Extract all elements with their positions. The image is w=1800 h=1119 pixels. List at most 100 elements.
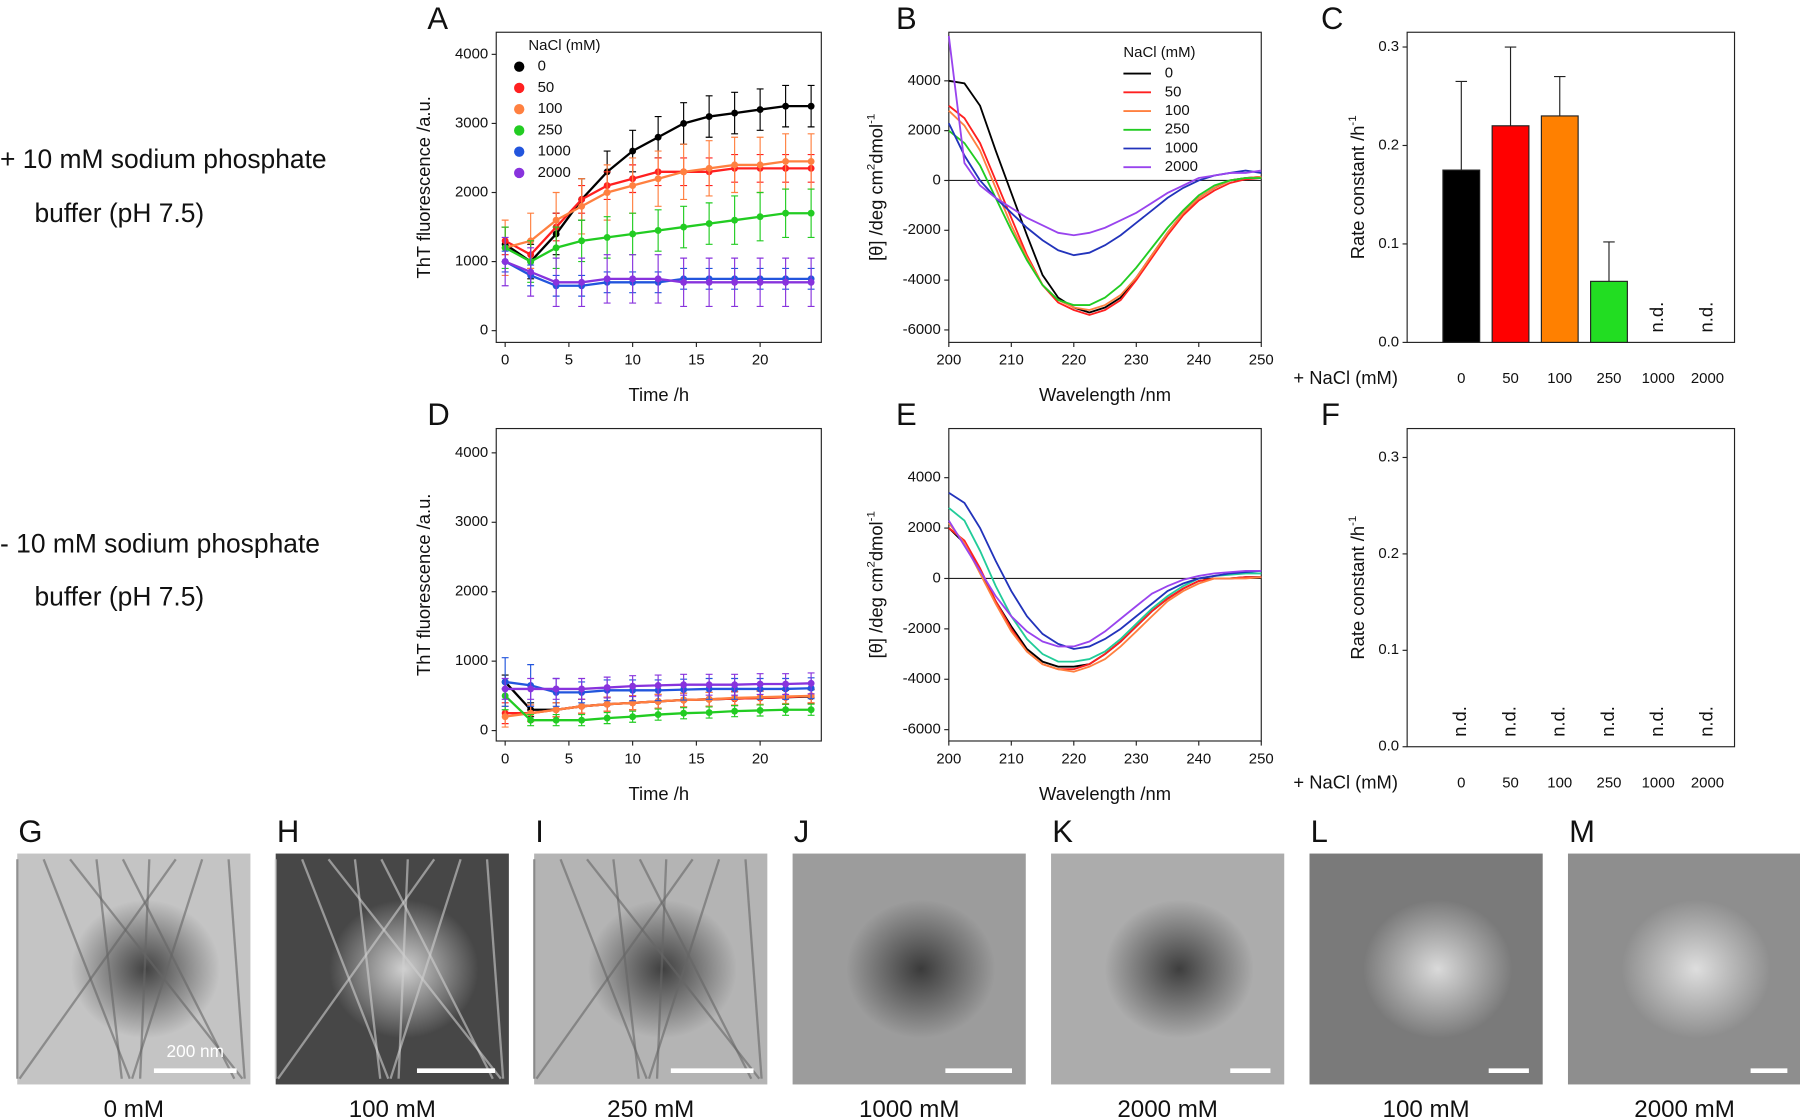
x-tick-label: 220 xyxy=(1061,750,1086,767)
legend-label: 0 xyxy=(1165,65,1173,82)
value-label: n.d. xyxy=(1498,706,1519,737)
data-point xyxy=(501,258,509,266)
y-tick-label: 0.1 xyxy=(1378,641,1399,658)
fibril xyxy=(647,858,721,1080)
legend-title: NaCl (mM) xyxy=(528,37,600,54)
y-tick-label: 3000 xyxy=(455,513,488,530)
fibril xyxy=(327,858,502,1080)
value-label: n.d. xyxy=(1597,706,1618,737)
y-tick-label: 4000 xyxy=(455,45,488,62)
x-tick-label: 20 xyxy=(752,352,769,369)
spectrum-line xyxy=(948,520,1262,648)
data-point xyxy=(552,685,560,693)
data-point xyxy=(705,220,713,228)
fibril xyxy=(389,858,462,1080)
y-tick-label: 0 xyxy=(480,322,488,339)
data-point xyxy=(731,707,739,715)
data-point xyxy=(731,109,739,117)
fibril xyxy=(42,858,131,1080)
data-point xyxy=(501,713,509,721)
x-tick-label: 230 xyxy=(1124,352,1149,369)
y-axis-label: Rate constant /h-1 xyxy=(1347,115,1368,259)
x-tick-label: 50 xyxy=(1502,774,1519,791)
spectrum-line xyxy=(947,35,1262,237)
x-tick-label: 210 xyxy=(999,750,1024,767)
x-tick-label: 15 xyxy=(688,750,705,767)
legend-swatch xyxy=(514,82,525,94)
x-tick-label: 20 xyxy=(752,750,769,767)
x-tick-label: 250 xyxy=(1597,774,1622,791)
row-label: - 10 mM sodium phosphate xyxy=(0,529,320,559)
data-point xyxy=(629,182,637,190)
error-bar xyxy=(1554,75,1566,116)
data-point xyxy=(501,685,509,693)
data-point xyxy=(603,189,611,196)
data-point xyxy=(578,237,586,245)
data-point xyxy=(705,278,713,286)
y-tick-label: 1000 xyxy=(455,652,488,669)
value-label: n.d. xyxy=(1548,706,1569,737)
fibril xyxy=(744,859,763,1079)
legend-label: 250 xyxy=(538,121,563,138)
x-tick-label: 200 xyxy=(936,352,961,369)
y-tick-label: 0.0 xyxy=(1378,738,1399,755)
x-tick-label: 210 xyxy=(999,352,1024,369)
micrograph-feature xyxy=(846,899,996,1039)
y-tick-label: 4000 xyxy=(908,469,941,486)
panel-letter: G xyxy=(18,814,42,849)
legend-label: 100 xyxy=(538,100,563,117)
data-point xyxy=(705,164,713,172)
fibril xyxy=(353,859,382,1079)
data-point xyxy=(680,278,688,286)
x-tick-label: 250 xyxy=(1597,370,1622,387)
bar xyxy=(1442,169,1481,343)
spectrum-line xyxy=(948,527,1262,671)
data-point xyxy=(552,706,560,714)
y-axis-label: [θ] /deg cm2dmol-1 xyxy=(865,511,886,658)
y-tick-label: -4000 xyxy=(903,271,941,288)
legend-label: 2000 xyxy=(1165,158,1198,175)
error-bar xyxy=(1455,80,1468,171)
data-point xyxy=(578,685,586,693)
y-axis-label-part: -1 xyxy=(1347,516,1359,526)
fibril xyxy=(95,859,123,1079)
fibril xyxy=(559,858,648,1080)
y-tick-label: 0.2 xyxy=(1378,545,1399,562)
y-axis-label: Rate constant /h-1 xyxy=(1347,516,1368,660)
data-point xyxy=(654,227,662,234)
data-point xyxy=(552,244,560,252)
data-point xyxy=(629,275,637,283)
x-tick-label: 250 xyxy=(1249,352,1274,369)
data-point xyxy=(731,216,739,224)
spectrum-line xyxy=(948,110,1262,311)
micrograph-feature xyxy=(1104,899,1254,1039)
data-point xyxy=(654,133,662,141)
y-tick-label: -2000 xyxy=(903,221,941,238)
y-tick-label: 2000 xyxy=(908,122,941,139)
x-tick-label: 0 xyxy=(1457,370,1465,387)
data-point xyxy=(756,213,764,221)
data-point xyxy=(807,679,815,687)
data-point xyxy=(527,716,535,724)
x-axis-label: + NaCl (mM) xyxy=(1293,367,1398,388)
data-point xyxy=(629,147,637,155)
fibril xyxy=(655,859,668,1079)
data-point xyxy=(782,680,790,688)
data-point xyxy=(527,685,535,693)
data-point xyxy=(680,119,688,127)
y-tick-label: 0.2 xyxy=(1378,136,1399,153)
data-point xyxy=(807,209,815,217)
fibril xyxy=(18,858,177,1080)
y-axis-label-part: dmol xyxy=(865,521,886,561)
x-tick-label: 15 xyxy=(688,352,705,369)
data-point xyxy=(782,157,790,165)
data-point xyxy=(756,706,764,714)
spectrum-line xyxy=(948,491,1262,650)
data-point xyxy=(807,157,815,165)
y-axis-label-part: Rate constant /h xyxy=(1347,126,1368,260)
panel-letter: F xyxy=(1321,397,1340,432)
y-axis-label-part: 2 xyxy=(866,561,878,567)
y-tick-label: 1000 xyxy=(455,253,488,270)
y-axis-label-part: [θ] /deg cm xyxy=(865,170,886,261)
